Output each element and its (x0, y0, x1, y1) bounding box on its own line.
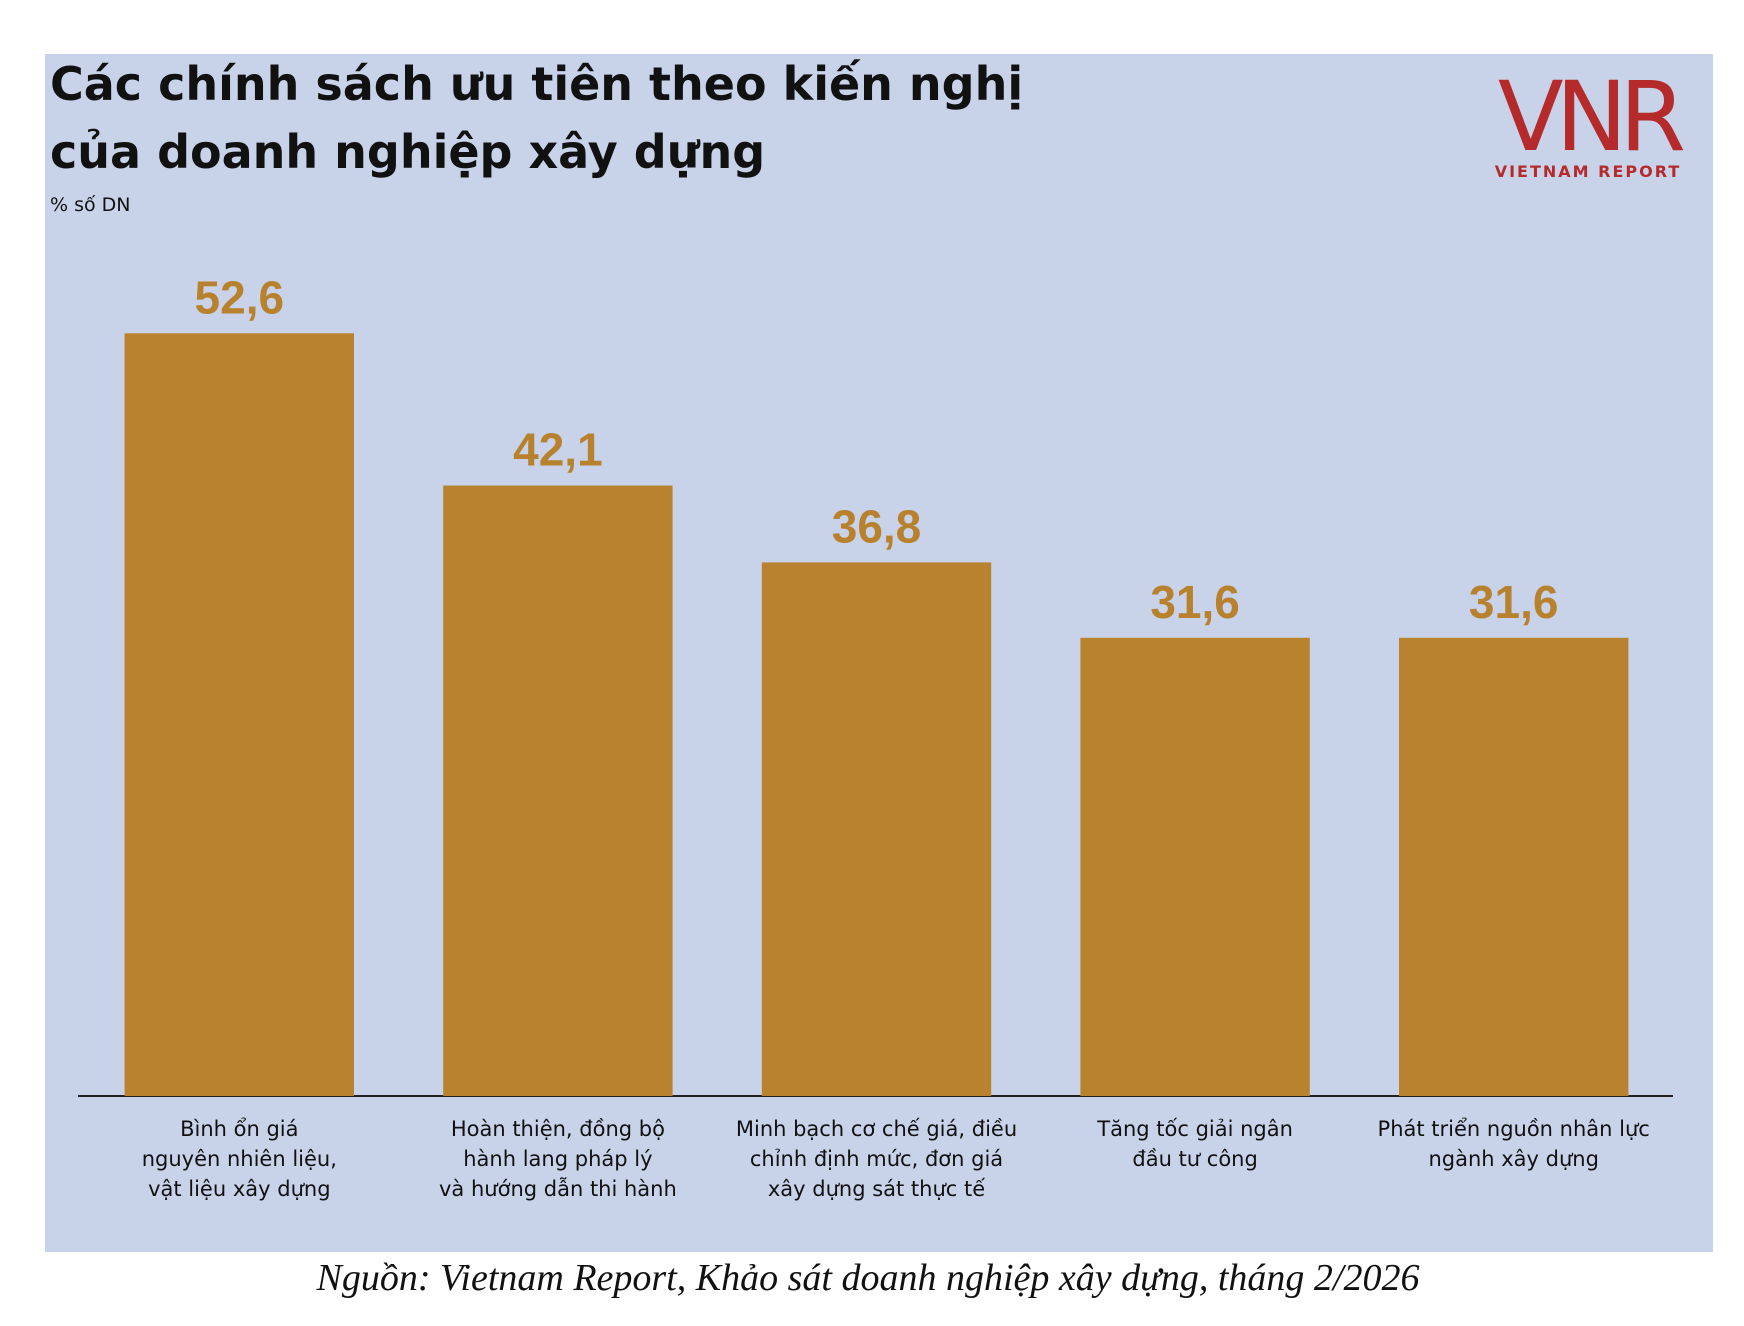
value-label: 31,6 (1150, 576, 1240, 628)
x-tick-label: Hoàn thiện, đồng bộ hành lang pháp lý và h… (439, 1117, 677, 1201)
logo-mark: VNR (1498, 61, 1683, 173)
value-label: 42,1 (513, 424, 603, 476)
value-label: 52,6 (195, 271, 285, 323)
bar (1080, 637, 1310, 1096)
logo-name: VIETNAM REPORT (1495, 162, 1682, 181)
bar (124, 333, 354, 1096)
x-tick-label: Bình ổn giá nguyên nhiên liệu, vật liệu xâ… (142, 1117, 337, 1201)
value-label: 31,6 (1469, 576, 1559, 628)
bar (443, 485, 673, 1096)
chart-title: Các chính sách ưu tiên theo kiến nghị của… (50, 57, 1023, 179)
source: Nguồn: Vietnam Report, Khảo sát doanh ng… (316, 1257, 1420, 1299)
chart-subtitle: % số DN (50, 194, 131, 216)
x-tick-label: Phát triển nguồn nhân lực ngành xây dựng (1378, 1117, 1650, 1171)
x-tick-label: Minh bạch cơ chế giá, điều chỉnh định mức… (736, 1117, 1017, 1201)
x-tick-label: Tăng tốc giải ngân đầu tư công (1096, 1117, 1293, 1171)
bar (1399, 637, 1629, 1096)
bar (761, 562, 992, 1096)
value-label: 36,8 (832, 500, 922, 552)
